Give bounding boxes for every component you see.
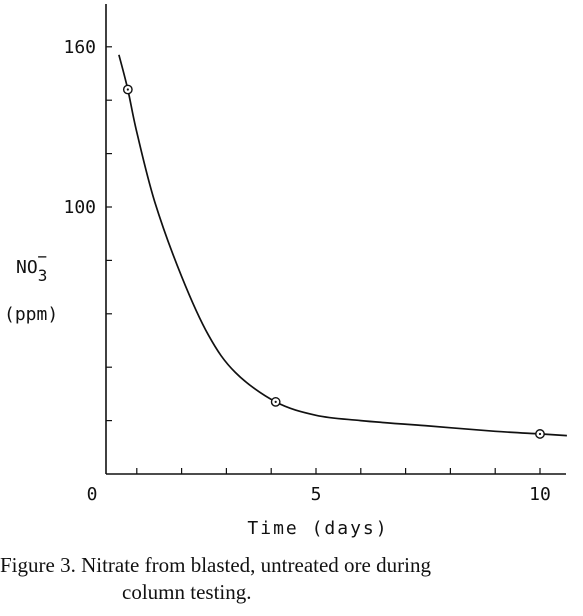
y-tick-label: 100 xyxy=(63,197,96,218)
y-tick-label: 160 xyxy=(63,37,96,58)
caption-line-2: column testing. xyxy=(122,580,252,604)
figure-caption: Figure 3. Nitrate from blasted, untreate… xyxy=(0,552,583,606)
x-tick-label: 5 xyxy=(311,484,322,505)
chart: 100 160 0 5 10 NO3− (ppm) Time (days) xyxy=(4,4,567,539)
y-axis-unit: (ppm) xyxy=(4,304,58,325)
y-axis-label: NO3− xyxy=(16,247,47,285)
data-point-center xyxy=(274,400,277,404)
caption-line-1: Figure 3. Nitrate from blasted, untreate… xyxy=(0,553,431,577)
data-point-center xyxy=(538,432,542,436)
x-tick-label: 10 xyxy=(529,484,551,505)
x-axis-label: Time (days) xyxy=(247,518,388,539)
nitrate-curve xyxy=(118,54,567,437)
data-point-center xyxy=(126,88,129,91)
x-tick-label: 0 xyxy=(87,484,98,505)
